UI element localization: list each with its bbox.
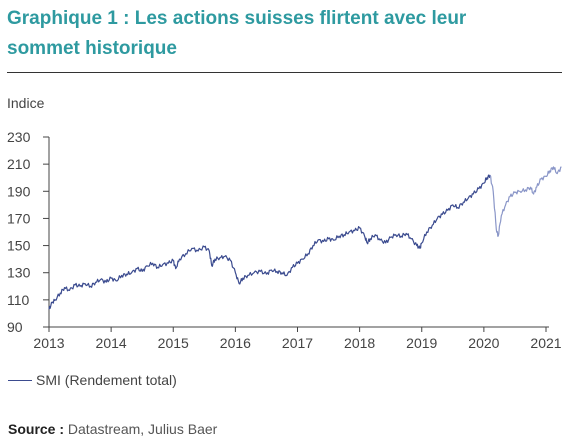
- x-tick-label: 2019: [406, 335, 437, 351]
- x-tick-label: 2016: [220, 335, 251, 351]
- y-tick-label: 170: [7, 210, 31, 226]
- y-tick-label: 190: [7, 183, 31, 199]
- x-tick-label: 2014: [96, 335, 127, 351]
- source-note: Source : Datastream, Julius Baer: [8, 421, 217, 437]
- x-axis: 2013 2014 2015 2016 2017 2018 2019 2020 2021: [33, 326, 562, 351]
- y-tick-label: 230: [7, 129, 31, 145]
- legend-line-swatch: [8, 379, 32, 381]
- x-tick-label: 2013: [33, 335, 64, 351]
- y-tick-label: 90: [7, 319, 23, 335]
- x-tick-label: 2021: [530, 335, 561, 351]
- chart-title: Graphique 1 : Les actions suisses flirte…: [7, 8, 467, 59]
- legend: SMI (Rendement total): [8, 372, 177, 388]
- y-tick-label: 210: [7, 156, 31, 172]
- x-tick-label: 2015: [158, 335, 189, 351]
- source-label: Source :: [8, 421, 65, 437]
- series-line: [489, 166, 562, 237]
- x-tick-label: 2018: [344, 335, 375, 351]
- title-divider: [7, 72, 562, 73]
- y-axis-label: Indice: [7, 95, 45, 111]
- x-tick-label: 2017: [282, 335, 313, 351]
- series-group: [48, 166, 562, 310]
- y-tick-label: 110: [7, 292, 30, 308]
- legend-label: SMI (Rendement total): [36, 372, 177, 388]
- y-axis: 90 110 130 150 170 190 210 230: [7, 129, 50, 335]
- source-text: Datastream, Julius Baer: [64, 421, 218, 437]
- y-tick-label: 130: [7, 265, 31, 281]
- series-line: [48, 174, 491, 310]
- y-tick-label: 150: [7, 238, 31, 254]
- x-tick-label: 2020: [468, 335, 499, 351]
